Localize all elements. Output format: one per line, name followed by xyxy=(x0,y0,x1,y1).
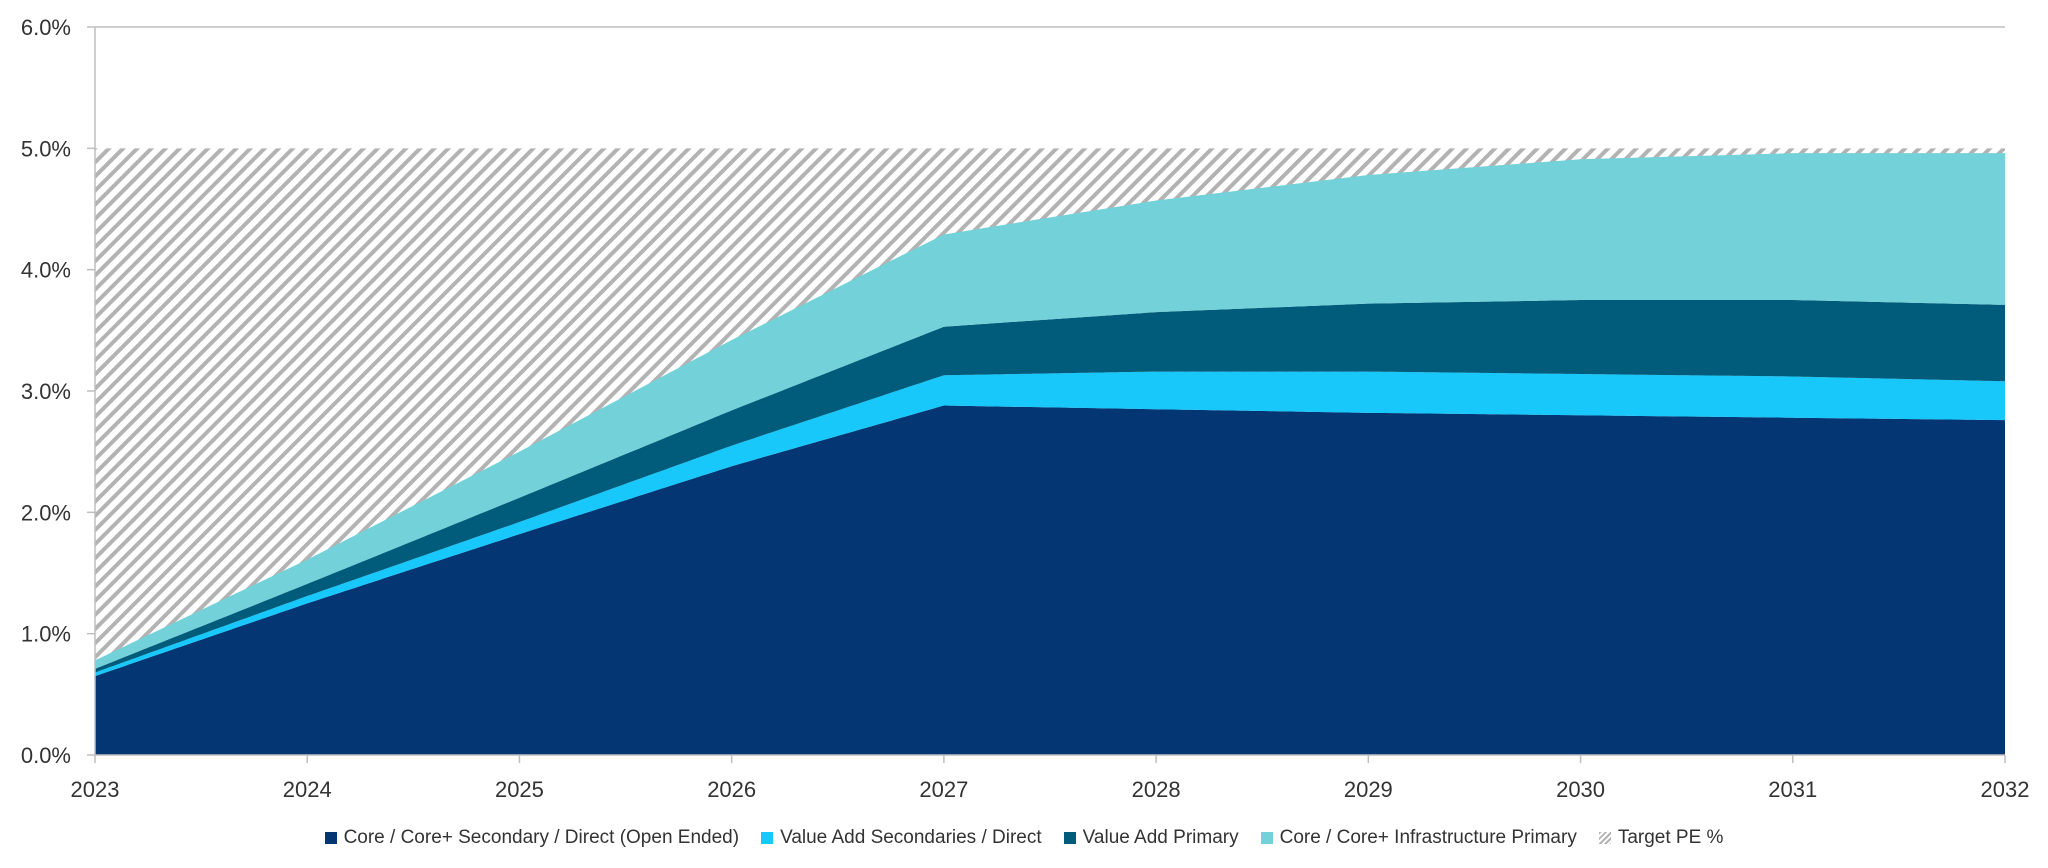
legend-item-value-add-primary: Value Add Primary xyxy=(1063,827,1239,849)
x-axis-ticks: 2023 2024 2025 2026 2027 2028 2029 2030 2031 2032 xyxy=(71,755,2030,802)
area-series xyxy=(95,148,2005,756)
y-tick-label: 3.0% xyxy=(21,379,71,404)
legend-label: Value Add Primary xyxy=(1082,827,1239,848)
x-tick-label: 2026 xyxy=(707,777,756,802)
y-axis-ticks: 0.0% 1.0% 2.0% 3.0% 4.0% 5.0% 6.0% xyxy=(21,15,95,768)
y-tick-label: 0.0% xyxy=(21,743,71,768)
y-tick-label: 1.0% xyxy=(21,622,71,647)
legend-swatch xyxy=(1260,832,1273,844)
legend-item-core-secondary: Core / Core+ Secondary / Direct (Open En… xyxy=(324,827,740,849)
legend-label: Core / Core+ Secondary / Direct (Open En… xyxy=(343,827,740,848)
legend-label: Core / Core+ Infrastructure Primary xyxy=(1279,827,1577,848)
x-tick-label: 2028 xyxy=(1132,777,1181,802)
x-tick-label: 2027 xyxy=(919,777,968,802)
legend-swatch xyxy=(1598,832,1611,844)
x-tick-label: 2029 xyxy=(1344,777,1393,802)
area-series-1 xyxy=(95,371,2005,677)
area-series-3 xyxy=(95,153,2005,669)
x-tick-label: 2030 xyxy=(1556,777,1605,802)
x-tick-label: 2024 xyxy=(283,777,332,802)
y-tick-label: 6.0% xyxy=(21,15,71,40)
legend-item-core-infrastructure: Core / Core+ Infrastructure Primary xyxy=(1260,827,1577,849)
legend: Core / Core+ Secondary / Direct (Open En… xyxy=(0,823,2048,853)
x-tick-label: 2032 xyxy=(1981,777,2030,802)
y-tick-label: 5.0% xyxy=(21,136,71,161)
legend-label: Value Add Secondaries / Direct xyxy=(780,827,1042,848)
legend-swatch xyxy=(324,832,337,844)
area-series-0 xyxy=(95,405,2005,755)
legend-item-target-pe: Target PE % xyxy=(1598,827,1724,849)
x-tick-label: 2023 xyxy=(71,777,120,802)
x-tick-label: 2025 xyxy=(495,777,544,802)
y-tick-label: 4.0% xyxy=(21,258,71,283)
legend-swatch xyxy=(761,832,774,844)
legend-label: Target PE % xyxy=(1617,827,1724,848)
legend-swatch xyxy=(1063,832,1076,844)
area-series-2 xyxy=(95,300,2005,673)
x-tick-label: 2031 xyxy=(1768,777,1817,802)
legend-item-value-add-secondaries: Value Add Secondaries / Direct xyxy=(761,827,1042,849)
y-tick-label: 2.0% xyxy=(21,500,71,525)
